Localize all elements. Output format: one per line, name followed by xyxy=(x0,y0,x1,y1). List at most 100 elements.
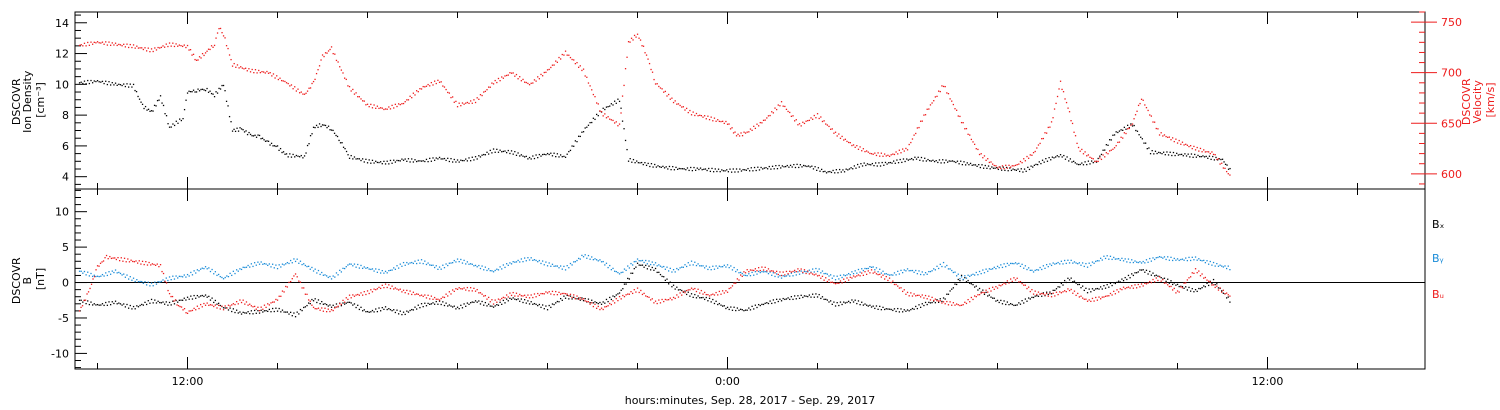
bz-point xyxy=(1016,277,1018,279)
velocity-point xyxy=(200,57,202,59)
velocity-point xyxy=(1185,143,1187,145)
ion-density-point xyxy=(740,170,743,172)
by-point xyxy=(306,265,308,268)
ion-density-point xyxy=(200,88,202,91)
ion-density-point xyxy=(541,153,544,156)
by-point xyxy=(905,270,907,272)
bx-point xyxy=(147,300,149,302)
by-point xyxy=(648,260,650,262)
by-point xyxy=(1111,258,1113,261)
bx-point xyxy=(190,295,192,297)
bx-point xyxy=(465,305,467,307)
ion-density-point xyxy=(577,135,580,137)
bx-point xyxy=(199,295,202,297)
bx-point xyxy=(1016,304,1018,306)
by-point xyxy=(487,268,490,270)
bz-point xyxy=(497,298,500,300)
by-point xyxy=(90,272,92,275)
bz-point xyxy=(991,286,994,288)
bx-point xyxy=(879,305,881,308)
ion-density-point xyxy=(212,93,214,95)
by-point xyxy=(249,266,251,268)
velocity-point xyxy=(262,71,265,73)
bx-point xyxy=(1024,298,1027,300)
bx-point xyxy=(440,303,442,306)
bx-point xyxy=(759,304,761,307)
bx-point xyxy=(924,301,927,304)
bz-point xyxy=(931,296,933,299)
by-point xyxy=(847,272,850,275)
velocity-point xyxy=(438,81,441,83)
ion-density-point xyxy=(530,158,532,160)
bz-point xyxy=(289,280,292,283)
ion-density-point xyxy=(412,161,415,163)
by-point xyxy=(1131,259,1133,261)
bx-point xyxy=(694,293,696,296)
velocity-point xyxy=(1053,108,1056,110)
by-point xyxy=(502,264,505,266)
bx-point xyxy=(101,303,104,305)
bx-point xyxy=(862,304,865,306)
bx-point xyxy=(105,301,107,304)
bz-point xyxy=(1163,282,1166,284)
by-point xyxy=(818,268,820,270)
by-point xyxy=(415,262,418,265)
ion-density-point xyxy=(182,117,184,120)
ion-density-point xyxy=(393,159,395,161)
velocity-point xyxy=(450,96,452,99)
bz-point xyxy=(227,304,230,306)
velocity-point xyxy=(91,43,94,45)
by-point xyxy=(1162,257,1164,259)
bz-point xyxy=(947,304,950,306)
velocity-point xyxy=(883,153,886,155)
ion-density-point xyxy=(366,162,369,164)
velocity-point xyxy=(460,105,462,107)
ion-density-point xyxy=(447,157,449,159)
bz-point xyxy=(882,274,884,276)
field-tick-label: -5 xyxy=(58,312,69,325)
bx-point xyxy=(1008,303,1010,306)
by-point xyxy=(139,280,141,283)
bz-point xyxy=(1219,287,1221,289)
bz-point xyxy=(303,287,305,289)
bz-point xyxy=(391,285,393,287)
ion-density-point xyxy=(814,166,816,168)
by-point xyxy=(751,271,753,274)
ion-density-point xyxy=(134,89,136,92)
bx-point xyxy=(1185,286,1187,288)
velocity-point xyxy=(95,42,97,44)
ion-density-point xyxy=(703,168,705,170)
bx-point xyxy=(335,303,338,305)
bx-point xyxy=(375,308,377,310)
field-tick-label: 5 xyxy=(62,241,69,254)
ion-density-point xyxy=(494,151,496,153)
time-tick-label: 12:00 xyxy=(1252,375,1284,388)
by-point xyxy=(1078,262,1081,264)
ion-density-point xyxy=(242,129,244,131)
by-point xyxy=(527,257,529,259)
ion-density-point xyxy=(834,172,836,174)
velocity-point xyxy=(908,143,910,146)
bx-point xyxy=(316,301,318,304)
by-point xyxy=(1185,257,1187,259)
ion-density-point xyxy=(216,92,219,94)
bx-point xyxy=(563,295,565,297)
bz-point xyxy=(987,291,989,293)
ion-density-point xyxy=(146,109,148,111)
bz-point xyxy=(618,295,621,298)
density-tick-label: 4 xyxy=(62,171,69,184)
bx-point xyxy=(378,307,380,309)
ion-density-point xyxy=(1046,160,1049,162)
bx-point xyxy=(437,303,439,305)
bx-point xyxy=(227,309,230,311)
velocity-point xyxy=(574,62,577,65)
by-point xyxy=(530,257,532,259)
bx-point xyxy=(88,303,91,306)
bx-point xyxy=(651,266,653,269)
bx-point xyxy=(1137,271,1139,273)
bz-point xyxy=(1131,285,1133,287)
velocity-point xyxy=(911,138,914,140)
bz-point xyxy=(847,279,850,281)
bx-point xyxy=(1049,291,1051,293)
velocity-point xyxy=(761,122,763,124)
